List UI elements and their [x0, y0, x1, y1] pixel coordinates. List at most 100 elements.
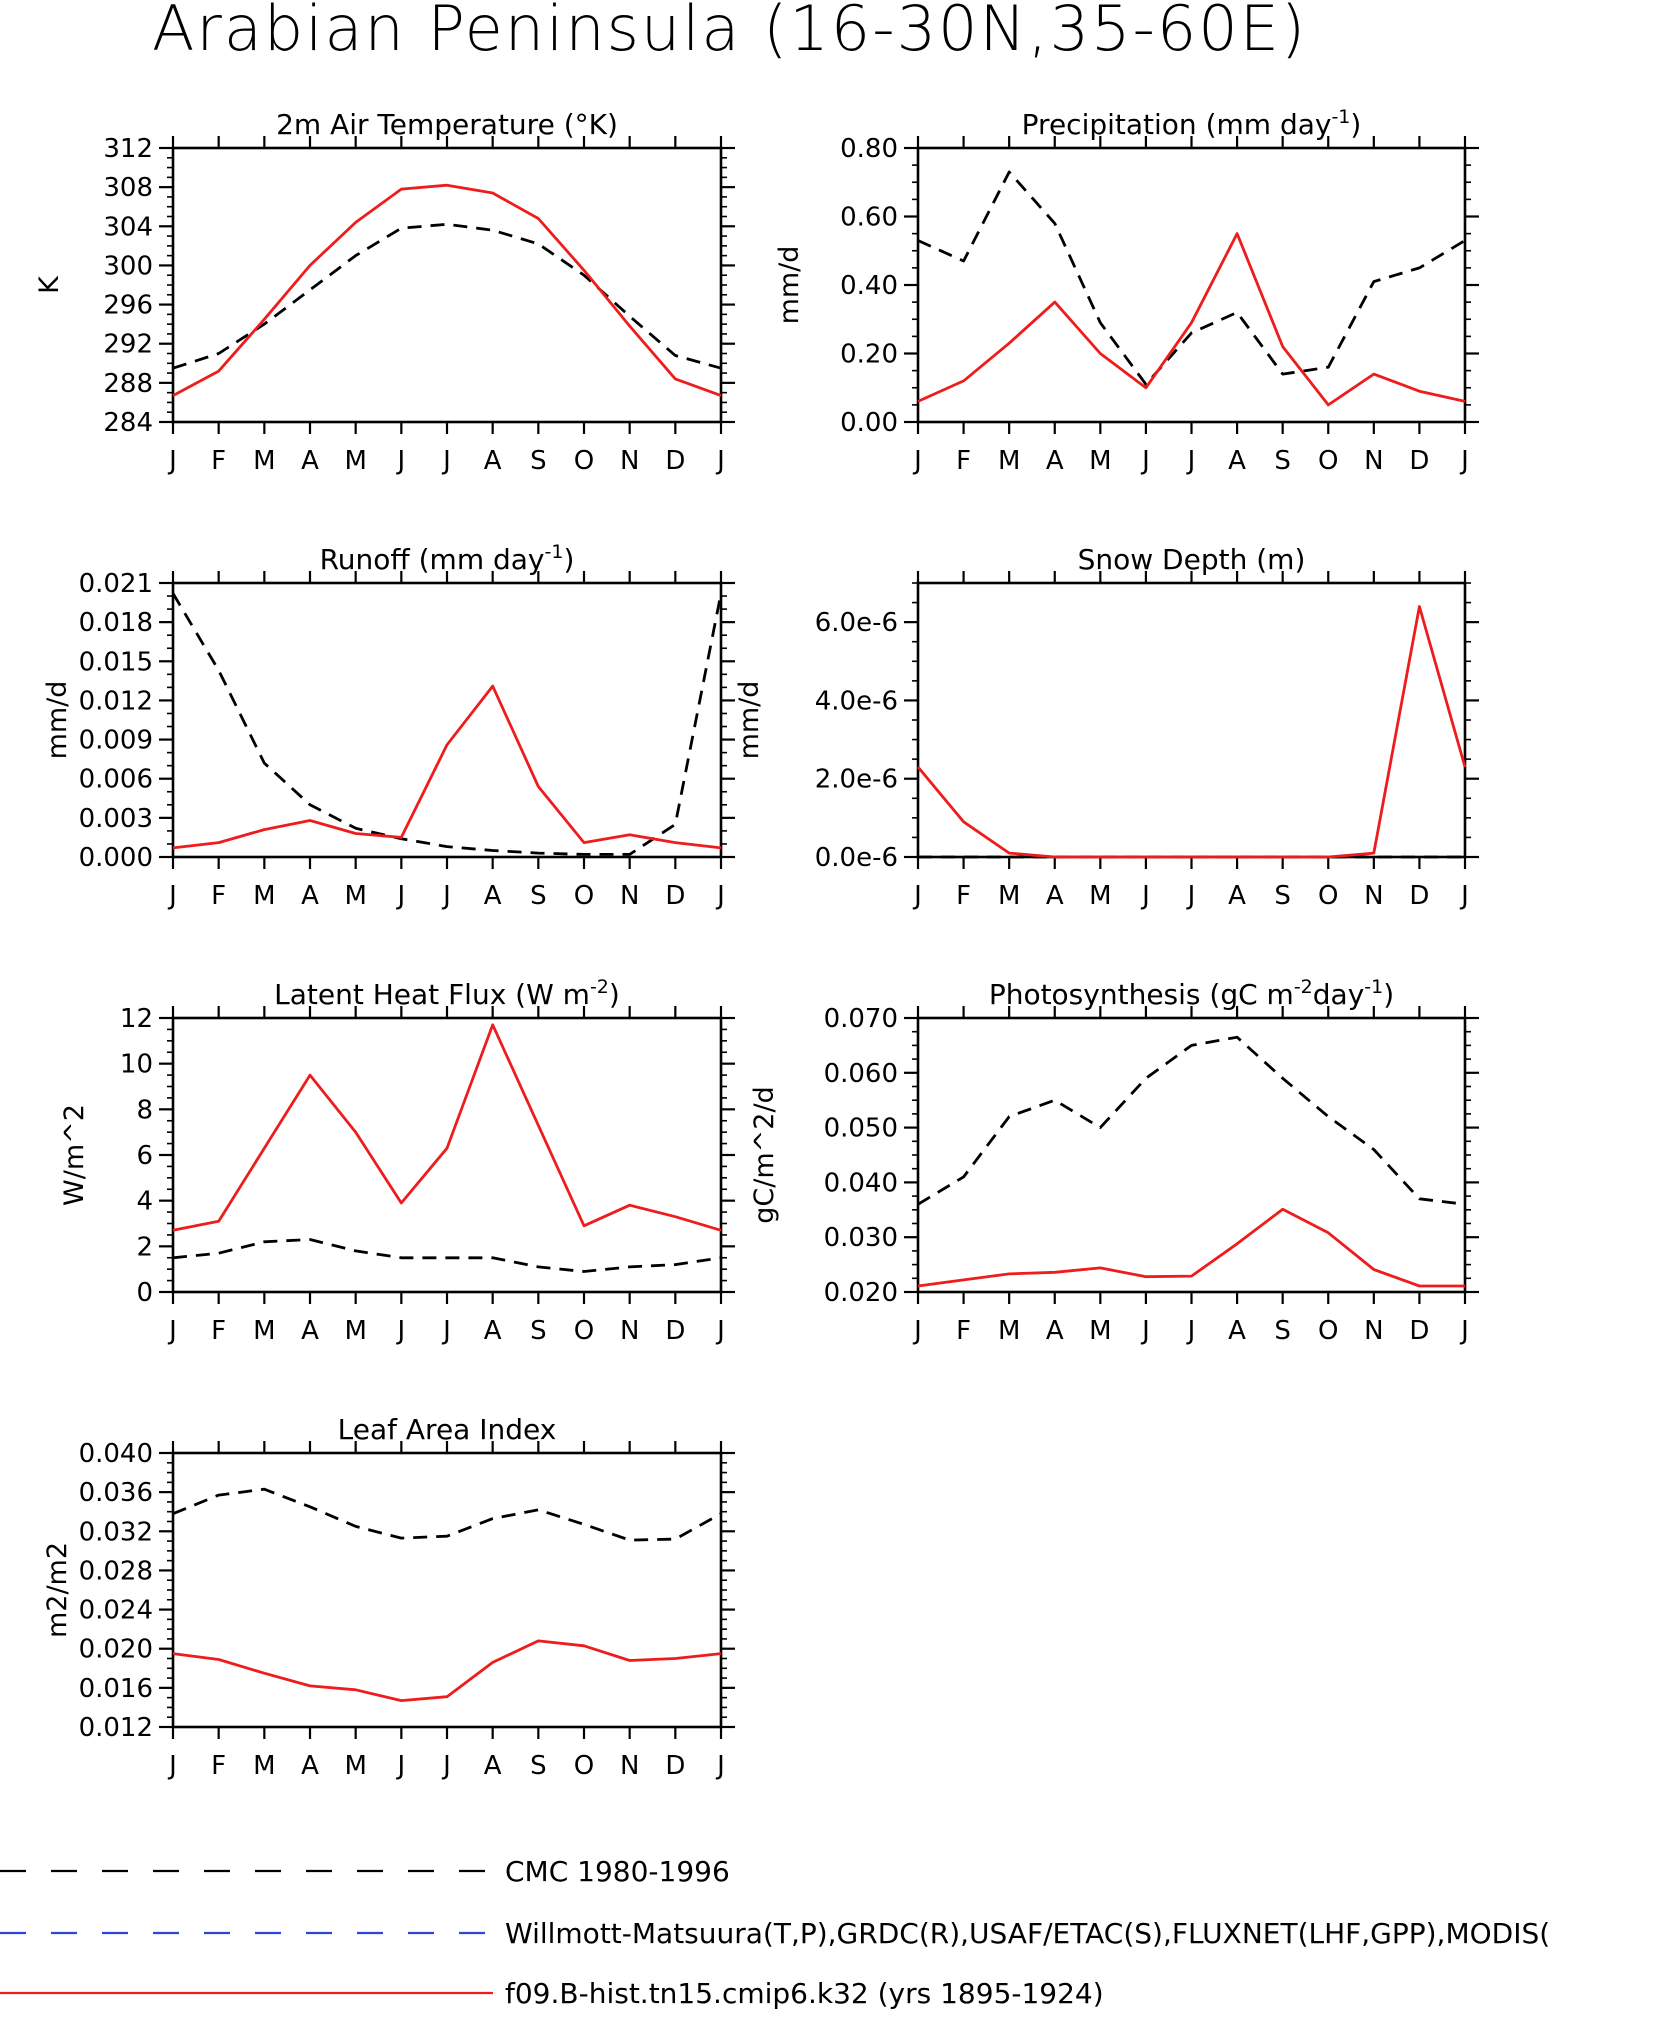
series-line-model: [916, 605, 1467, 859]
title-superscript: -2: [590, 976, 609, 998]
x-tick-label: J: [167, 446, 177, 476]
x-tick-label: A: [1228, 1316, 1246, 1346]
y-tick-label: 284: [103, 408, 153, 438]
y-tick-label: 288: [103, 369, 153, 399]
x-tick-label: J: [1186, 446, 1196, 476]
y-tick-label: 296: [103, 291, 153, 321]
x-tick-label: J: [441, 1751, 451, 1781]
y-tick-label: 0.040: [824, 1168, 898, 1198]
x-tick-label: J: [1140, 881, 1150, 911]
x-tick-label: J: [912, 1316, 922, 1346]
x-tick-label: M: [1089, 1316, 1111, 1346]
panel-lai: Leaf Area Index m2/m2 0.012 0.016 0.020 0.024…: [42, 1413, 735, 1781]
y-tick-label: 0.40: [840, 271, 898, 301]
title-part: ): [609, 978, 620, 1011]
x-tick-label: N: [620, 881, 639, 911]
title-part: ): [1350, 108, 1361, 141]
x-tick-label: A: [484, 446, 502, 476]
x-tick-label: D: [665, 1316, 685, 1346]
y-tick-label: 0.20: [840, 340, 898, 370]
title-part: Runoff (mm day: [320, 543, 545, 576]
y-tick-label: 0.028: [79, 1556, 153, 1586]
plot-frame: [171, 146, 723, 424]
x-tick-label: O: [574, 881, 594, 911]
y-tick-label: 0.006: [79, 765, 153, 795]
x-tick-label: J: [1140, 446, 1150, 476]
y-tick-label: 0.009: [79, 726, 153, 756]
title-part: Leaf Area Index: [338, 1413, 557, 1446]
y-tick-label: 12: [120, 1004, 153, 1034]
panel-runoff: Runoff (mm day-1) mm/d 0.000 0.003 0.006 0.00…: [42, 541, 735, 911]
title-part: day: [1313, 978, 1365, 1011]
x-tick-label: J: [1459, 881, 1469, 911]
panel-temperature: 2m Air Temperature (°K) K 284 288 292 296 300 3…: [34, 108, 735, 476]
title-superscript: -1: [1364, 976, 1383, 998]
series-line-model: [172, 1023, 722, 1232]
y-tick-label: 0.0e-6: [815, 843, 898, 873]
y-tick-label: 0.00: [840, 408, 898, 438]
y-axis-label: mm/d: [734, 681, 765, 760]
panel-title: Runoff (mm day-1): [320, 541, 575, 576]
series-line-obs: [172, 1238, 722, 1273]
y-tick-label: 0.80: [840, 134, 898, 164]
x-tick-label: M: [998, 881, 1020, 911]
x-tick-label: F: [211, 1316, 226, 1346]
x-tick-label: O: [1318, 446, 1338, 476]
panel-precipitation: Precipitation (mm day-1) mm/d 0.00 0.20 0.40…: [774, 106, 1479, 476]
y-tick-label: 300: [103, 251, 153, 281]
x-tick-label: A: [301, 1751, 319, 1781]
plot-frame: [916, 581, 1467, 859]
x-tick-label: S: [1274, 881, 1291, 911]
y-axis-label: m2/m2: [42, 1542, 73, 1638]
y-tick-label: 8: [136, 1095, 153, 1125]
y-tick-label: 0.020: [824, 1278, 898, 1308]
y-tick-label: 308: [103, 173, 153, 203]
x-tick-label: M: [998, 446, 1020, 476]
x-tick-label: J: [395, 881, 405, 911]
title-superscript: -1: [1331, 106, 1350, 128]
panel-title: Precipitation (mm day-1): [1022, 106, 1362, 141]
x-tick-label: S: [1274, 446, 1291, 476]
y-tick-label: 0.060: [824, 1059, 898, 1089]
plot-frame: [171, 581, 723, 859]
x-tick-label: O: [1318, 881, 1338, 911]
x-tick-label: J: [167, 881, 177, 911]
series-line-obs: [172, 1487, 722, 1542]
x-tick-label: M: [344, 881, 366, 911]
x-tick-label: N: [1364, 881, 1383, 911]
y-tick-label: 0.021: [79, 569, 153, 599]
x-tick-label: J: [395, 446, 405, 476]
y-axis-label: gC/m^2/d: [749, 1086, 780, 1223]
x-tick-label: N: [620, 1751, 639, 1781]
x-tick-label: M: [1089, 881, 1111, 911]
y-tick-label: 0.040: [79, 1439, 153, 1469]
x-tick-label: A: [301, 1316, 319, 1346]
legend-label-0: CMC 1980-1996: [505, 1855, 730, 1888]
x-tick-label: A: [301, 881, 319, 911]
series-line-obs: [172, 222, 722, 370]
x-tick-label: J: [715, 881, 725, 911]
x-tick-label: N: [1364, 1316, 1383, 1346]
y-axis-label: mm/d: [774, 246, 805, 325]
panel-title: Leaf Area Index: [338, 1413, 557, 1446]
x-tick-label: F: [211, 1751, 226, 1781]
x-tick-label: O: [1318, 1316, 1338, 1346]
title-superscript: -1: [545, 541, 564, 563]
panel-snow_depth: Snow Depth (m) mm/d 0.0e-6 2.0e-6 4.0e-6 6.0e…: [734, 543, 1479, 911]
x-tick-label: J: [395, 1316, 405, 1346]
title-part: Photosynthesis (gC m: [989, 978, 1294, 1011]
plot-frame: [916, 1016, 1467, 1294]
panel-title: 2m Air Temperature (°K): [276, 108, 618, 141]
x-tick-label: D: [1409, 881, 1429, 911]
x-tick-label: S: [530, 446, 547, 476]
x-tick-label: S: [530, 881, 547, 911]
x-tick-label: F: [211, 881, 226, 911]
series-line-obs: [917, 170, 1466, 386]
y-tick-label: 0.60: [840, 203, 898, 233]
panel-photosynthesis: Photosynthesis (gC m-2day-1) gC/m^2/d 0.02…: [749, 976, 1479, 1346]
x-tick-label: J: [441, 1316, 451, 1346]
y-tick-label: 0.070: [824, 1004, 898, 1034]
y-tick-label: 6: [136, 1141, 153, 1171]
x-tick-label: A: [484, 1751, 502, 1781]
y-tick-label: 0.018: [79, 608, 153, 638]
